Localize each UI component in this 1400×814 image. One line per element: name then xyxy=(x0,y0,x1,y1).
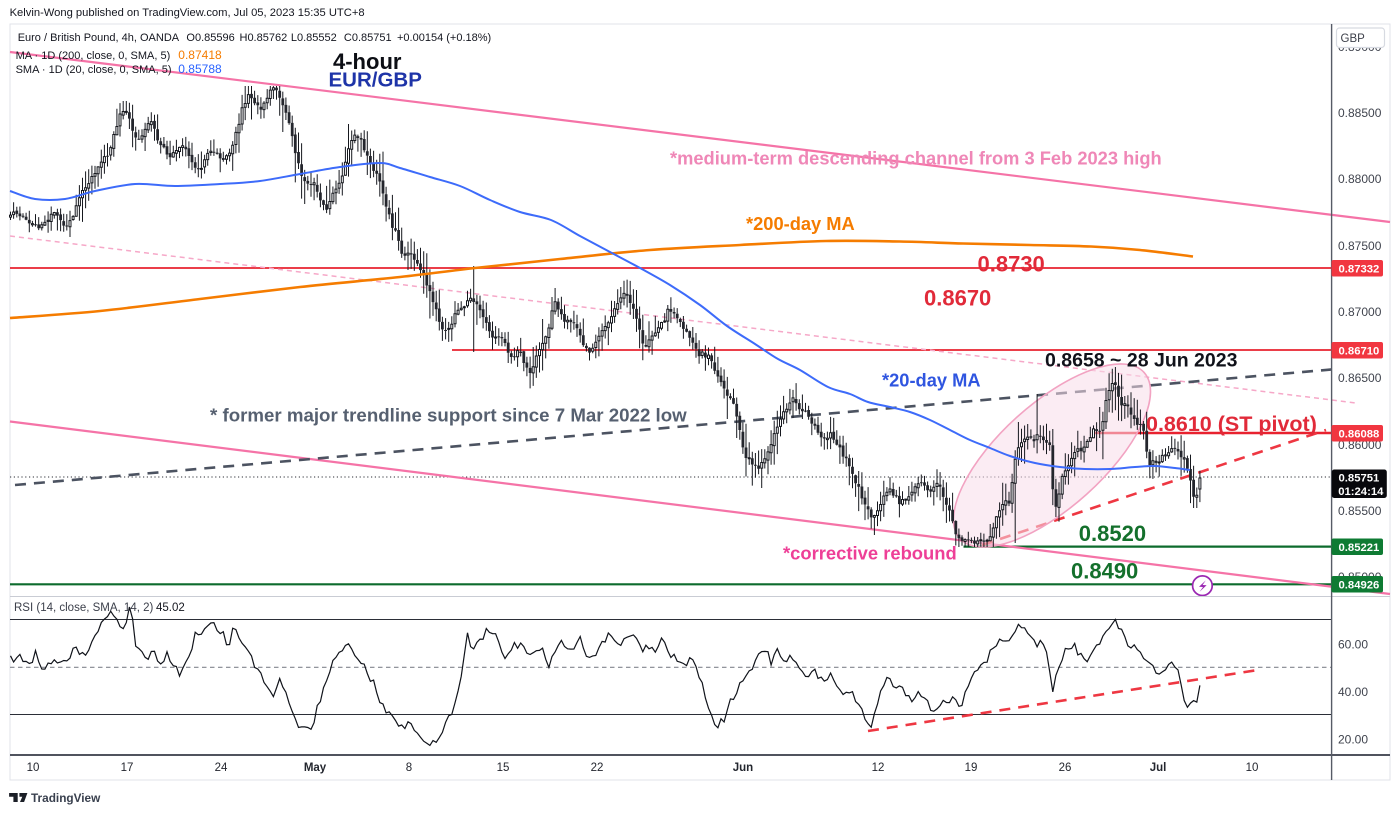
svg-text:GBP: GBP xyxy=(1341,33,1366,45)
svg-text:0.87332: 0.87332 xyxy=(1339,263,1380,275)
svg-text:8: 8 xyxy=(406,762,412,774)
svg-text:0.86710: 0.86710 xyxy=(1339,345,1380,357)
svg-text:12: 12 xyxy=(872,762,885,774)
svg-text:0.87418: 0.87418 xyxy=(178,48,222,62)
svg-text:0.8658 ~ 28 Jun 2023: 0.8658 ~ 28 Jun 2023 xyxy=(1045,350,1238,372)
svg-text:EUR/GBP: EUR/GBP xyxy=(329,69,422,92)
svg-text:Euro / British Pound, 4h, OAND: Euro / British Pound, 4h, OANDA xyxy=(18,32,180,44)
svg-text:0.88000: 0.88000 xyxy=(1338,172,1382,186)
svg-text:0.88500: 0.88500 xyxy=(1338,106,1382,120)
svg-text:*medium-term descending channe: *medium-term descending channel from 3 F… xyxy=(670,148,1162,169)
svg-text:20.00: 20.00 xyxy=(1338,733,1368,747)
svg-text:45.02: 45.02 xyxy=(156,602,185,614)
svg-text:26: 26 xyxy=(1059,762,1072,774)
svg-text:0.85500: 0.85500 xyxy=(1338,504,1382,518)
svg-text:4-hour: 4-hour xyxy=(333,49,402,74)
svg-text:0.85221: 0.85221 xyxy=(1339,542,1380,554)
svg-text:C0.85751: C0.85751 xyxy=(344,32,392,44)
svg-text:Jun: Jun xyxy=(733,762,753,774)
svg-text:40.00: 40.00 xyxy=(1338,685,1368,699)
svg-text:MA · 1D (200, close, 0, SMA, 5: MA · 1D (200, close, 0, SMA, 5) xyxy=(16,50,171,62)
svg-text:0.86500: 0.86500 xyxy=(1338,371,1382,385)
svg-text:+0.00154 (+0.18%): +0.00154 (+0.18%) xyxy=(397,32,491,44)
svg-text:* former major trendline suppo: * former major trendline support since 7… xyxy=(210,405,687,426)
svg-text:0.8670: 0.8670 xyxy=(924,286,991,311)
svg-text:15: 15 xyxy=(497,762,510,774)
svg-text:H0.85762: H0.85762 xyxy=(240,32,288,44)
svg-text:Jul: Jul xyxy=(1150,762,1167,774)
svg-text:17: 17 xyxy=(121,762,134,774)
svg-text:24: 24 xyxy=(215,762,228,774)
svg-text:0.8490: 0.8490 xyxy=(1071,559,1138,584)
svg-text:0.86088: 0.86088 xyxy=(1339,428,1380,440)
svg-text:01:24:14: 01:24:14 xyxy=(1338,486,1384,498)
svg-text:10: 10 xyxy=(1246,762,1259,774)
svg-text:*20-day MA: *20-day MA xyxy=(882,370,981,391)
svg-text:0.87000: 0.87000 xyxy=(1338,305,1382,319)
svg-text:Kelvin-Wong published on Tradi: Kelvin-Wong published on TradingView.com… xyxy=(10,7,365,19)
svg-text:0.85788: 0.85788 xyxy=(178,62,222,76)
svg-text:19: 19 xyxy=(965,762,978,774)
svg-text:*corrective rebound: *corrective rebound xyxy=(783,543,957,564)
svg-text:0.85751: 0.85751 xyxy=(1339,473,1380,485)
svg-text:22: 22 xyxy=(591,762,604,774)
svg-text:SMA · 1D (20, close, 0, SMA, 5: SMA · 1D (20, close, 0, SMA, 5) xyxy=(16,64,172,76)
svg-text:60.00: 60.00 xyxy=(1338,638,1368,652)
svg-text:RSI (14, close, SMA, 14, 2): RSI (14, close, SMA, 14, 2) xyxy=(14,602,154,614)
svg-text:TradingView: TradingView xyxy=(31,791,101,805)
svg-text:L0.85552: L0.85552 xyxy=(291,32,337,44)
svg-text:10: 10 xyxy=(27,762,40,774)
svg-text:O0.85596: O0.85596 xyxy=(186,32,234,44)
svg-text:0.8610 (ST pivot): 0.8610 (ST pivot) xyxy=(1146,412,1317,436)
svg-text:0.8520: 0.8520 xyxy=(1079,521,1146,546)
svg-text:0.8730: 0.8730 xyxy=(978,252,1045,277)
svg-text:0.84926: 0.84926 xyxy=(1339,579,1380,591)
svg-text:0.87500: 0.87500 xyxy=(1338,239,1382,253)
svg-text:May: May xyxy=(304,762,327,774)
svg-text:*200-day MA: *200-day MA xyxy=(746,213,855,234)
